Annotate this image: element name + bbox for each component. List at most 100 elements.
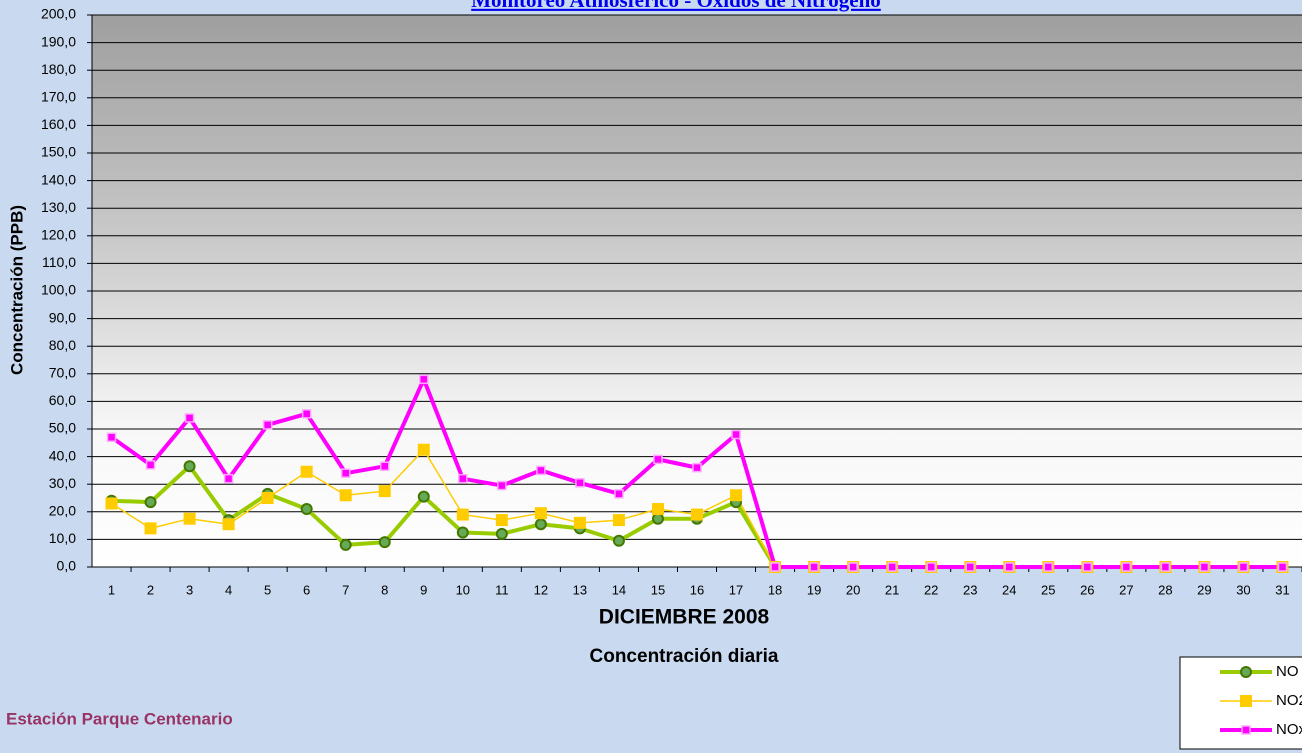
legend-marker bbox=[1242, 726, 1250, 734]
x-tick-label: 18 bbox=[768, 582, 782, 597]
y-tick-label: 50,0 bbox=[49, 420, 76, 436]
y-tick-label: 80,0 bbox=[49, 337, 76, 353]
data-point bbox=[106, 498, 118, 510]
data-point bbox=[147, 461, 155, 469]
data-point bbox=[1122, 563, 1130, 571]
data-point bbox=[652, 503, 664, 515]
legend-label: NO2 bbox=[1276, 692, 1302, 709]
chart-subtitle: Concentración diaria bbox=[590, 646, 779, 667]
data-point bbox=[108, 433, 116, 441]
data-point bbox=[303, 410, 311, 418]
y-tick-label: 160,0 bbox=[41, 116, 76, 132]
y-tick-label: 190,0 bbox=[41, 33, 76, 49]
x-tick-label: 24 bbox=[1002, 582, 1016, 597]
y-tick-label: 170,0 bbox=[41, 89, 76, 105]
y-tick-label: 120,0 bbox=[41, 227, 76, 243]
y-tick-label: 20,0 bbox=[49, 503, 76, 519]
data-point bbox=[457, 509, 469, 521]
data-point bbox=[379, 485, 391, 497]
x-tick-label: 21 bbox=[885, 582, 899, 597]
data-point bbox=[262, 492, 274, 504]
y-tick-label: 180,0 bbox=[41, 61, 76, 77]
data-point bbox=[691, 509, 703, 521]
data-point bbox=[418, 444, 430, 456]
legend-label: NO bbox=[1276, 663, 1299, 680]
data-point bbox=[693, 464, 701, 472]
x-tick-label: 13 bbox=[573, 582, 587, 597]
legend-marker bbox=[1240, 695, 1252, 707]
page: Monitoreo Atmosférico - Óxidos de Nitróg… bbox=[0, 0, 1302, 753]
x-tick-label: 1 bbox=[108, 582, 115, 597]
x-tick-label: 7 bbox=[342, 582, 349, 597]
x-tick-label: 23 bbox=[963, 582, 977, 597]
data-point bbox=[888, 563, 896, 571]
y-tick-label: 30,0 bbox=[49, 475, 76, 491]
data-point bbox=[381, 462, 389, 470]
y-tick-label: 10,0 bbox=[49, 530, 76, 546]
data-point bbox=[966, 563, 974, 571]
x-tick-label: 20 bbox=[846, 582, 860, 597]
data-point bbox=[496, 514, 508, 526]
y-tick-label: 200,0 bbox=[41, 6, 76, 22]
x-tick-label: 30 bbox=[1236, 582, 1250, 597]
data-point bbox=[732, 431, 740, 439]
data-point bbox=[186, 414, 194, 422]
data-point bbox=[380, 537, 390, 547]
y-tick-label: 110,0 bbox=[42, 254, 76, 270]
x-tick-label: 12 bbox=[534, 582, 548, 597]
y-tick-label: 70,0 bbox=[49, 365, 76, 381]
y-tick-label: 140,0 bbox=[41, 171, 76, 187]
data-point bbox=[302, 504, 312, 514]
x-tick-label: 27 bbox=[1119, 582, 1133, 597]
data-point bbox=[458, 528, 468, 538]
x-tick-label: 2 bbox=[147, 582, 154, 597]
y-tick-label: 100,0 bbox=[41, 282, 76, 298]
x-tick-label: 11 bbox=[495, 582, 509, 597]
data-point bbox=[419, 492, 429, 502]
data-point bbox=[536, 519, 546, 529]
x-tick-label: 17 bbox=[729, 582, 743, 597]
data-point bbox=[225, 475, 233, 483]
y-axis-title: Concentración (PPB) bbox=[7, 205, 26, 375]
data-point bbox=[497, 529, 507, 539]
x-tick-label: 3 bbox=[186, 582, 193, 597]
data-point bbox=[537, 466, 545, 474]
data-point bbox=[1083, 563, 1091, 571]
data-point bbox=[615, 490, 623, 498]
data-point bbox=[264, 421, 272, 429]
data-point bbox=[1278, 563, 1286, 571]
x-tick-label: 14 bbox=[612, 582, 626, 597]
chart-title: Monitoreo Atmosférico - Óxidos de Nitróg… bbox=[471, 0, 881, 12]
data-point bbox=[223, 518, 235, 530]
data-point bbox=[653, 514, 663, 524]
data-point bbox=[420, 375, 428, 383]
x-tick-label: 6 bbox=[303, 582, 310, 597]
legend-marker bbox=[1241, 667, 1251, 677]
x-tick-label: 9 bbox=[420, 582, 427, 597]
x-tick-label: 28 bbox=[1158, 582, 1172, 597]
x-tick-label: 4 bbox=[225, 582, 232, 597]
y-tick-label: 150,0 bbox=[41, 144, 76, 160]
data-point bbox=[301, 466, 313, 478]
data-point bbox=[574, 517, 586, 529]
data-point bbox=[498, 482, 506, 490]
data-point bbox=[576, 479, 584, 487]
y-tick-label: 90,0 bbox=[49, 309, 76, 325]
data-point bbox=[1239, 563, 1247, 571]
data-point bbox=[340, 489, 352, 501]
data-point bbox=[771, 563, 779, 571]
data-point bbox=[535, 507, 547, 519]
data-point bbox=[927, 563, 935, 571]
data-point bbox=[145, 522, 157, 534]
data-point bbox=[1005, 563, 1013, 571]
data-point bbox=[810, 563, 818, 571]
data-point bbox=[730, 489, 742, 501]
chart: Monitoreo Atmosférico - Óxidos de Nitróg… bbox=[0, 0, 1302, 753]
data-point bbox=[184, 513, 196, 525]
data-point bbox=[341, 540, 351, 550]
data-point bbox=[185, 461, 195, 471]
data-point bbox=[146, 497, 156, 507]
x-tick-label: 19 bbox=[807, 582, 821, 597]
data-point bbox=[1044, 563, 1052, 571]
data-point bbox=[342, 469, 350, 477]
